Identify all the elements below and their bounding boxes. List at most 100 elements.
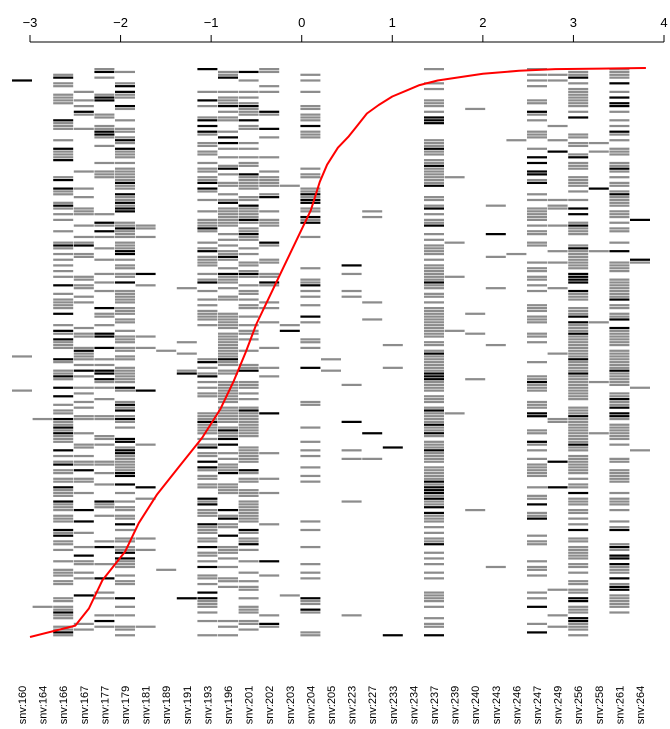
heatmap-cell <box>568 247 589 250</box>
heatmap-cell <box>300 466 321 469</box>
heatmap-cell <box>94 380 115 384</box>
heatmap-cell <box>115 244 135 247</box>
heatmap-cell <box>115 349 135 352</box>
heatmap-cell <box>300 611 321 614</box>
heatmap-cell <box>568 426 589 429</box>
heatmap-cell <box>73 594 94 597</box>
heatmap-cell <box>238 383 259 387</box>
heatmap-cells <box>12 68 650 637</box>
heatmap-cell <box>568 406 589 409</box>
heatmap-cell <box>197 597 218 600</box>
heatmap-cell <box>115 335 135 338</box>
heatmap-cell <box>238 514 259 517</box>
heatmap-cell <box>94 70 115 74</box>
heatmap-cell <box>609 161 630 165</box>
heatmap-cell <box>156 568 177 571</box>
axis-tick-label: −1 <box>204 15 219 30</box>
heatmap-cell <box>300 304 321 307</box>
heatmap-cell <box>568 429 589 432</box>
heatmap-cell <box>568 423 589 426</box>
heatmap-cell <box>94 514 115 517</box>
heatmap-cell <box>568 363 589 367</box>
heatmap-cell <box>300 116 321 119</box>
heatmap-cell <box>424 474 444 478</box>
heatmap-cell <box>300 284 321 287</box>
heatmap-cell <box>259 321 280 324</box>
heatmap-cell <box>568 358 589 361</box>
heatmap-cell <box>73 210 94 213</box>
heatmap-cell <box>218 417 238 421</box>
heatmap-cell <box>568 93 589 96</box>
heatmap-cell <box>609 264 630 267</box>
column-label: snv:223 <box>347 686 359 725</box>
heatmap-cell <box>568 110 589 113</box>
heatmap-cell <box>73 244 94 247</box>
heatmap-cell <box>568 198 589 202</box>
heatmap-cell <box>259 346 280 350</box>
heatmap-cell <box>53 500 74 503</box>
heatmap-cell <box>424 375 444 378</box>
heatmap-cell <box>424 196 444 199</box>
column-label: snv:177 <box>99 686 111 725</box>
heatmap-cell <box>300 107 321 111</box>
heatmap-cell <box>197 386 218 389</box>
heatmap-cell <box>382 343 403 347</box>
heatmap-cell <box>218 400 238 404</box>
column-label: snv:196 <box>223 686 235 725</box>
heatmap-cell <box>197 452 218 455</box>
heatmap-cell <box>568 312 589 315</box>
heatmap-cell <box>568 597 589 600</box>
heatmap-cell <box>341 272 362 276</box>
heatmap-cell <box>527 193 547 196</box>
heatmap-cell <box>218 514 238 517</box>
heatmap-cell <box>527 321 547 324</box>
heatmap-cell <box>238 181 259 185</box>
heatmap-cell <box>424 82 444 85</box>
heatmap-cell <box>259 241 280 244</box>
heatmap-cell <box>300 124 321 128</box>
heatmap-cell <box>94 335 115 338</box>
heatmap-cell <box>568 349 589 352</box>
heatmap-cell <box>300 520 321 523</box>
heatmap-cell <box>609 380 630 384</box>
heatmap-cell <box>527 565 547 569</box>
heatmap-cell <box>115 446 135 449</box>
heatmap-cell <box>238 272 259 276</box>
heatmap-cell <box>197 210 218 213</box>
heatmap-cell <box>115 540 135 543</box>
heatmap-cell <box>218 76 238 79</box>
heatmap-cell <box>238 264 259 267</box>
heatmap-cell <box>238 469 259 472</box>
heatmap-cell <box>94 332 115 335</box>
heatmap-cell <box>115 506 135 509</box>
heatmap-cell <box>568 275 589 278</box>
heatmap-cell <box>259 196 280 199</box>
heatmap-cell <box>218 102 238 105</box>
heatmap-cell <box>53 119 74 122</box>
heatmap-cell <box>218 110 238 113</box>
heatmap-cell <box>53 597 74 600</box>
heatmap-cell <box>115 469 135 472</box>
heatmap-cell <box>609 267 630 270</box>
heatmap-cell <box>197 412 218 415</box>
heatmap-cell <box>424 141 444 145</box>
heatmap-cell <box>197 90 218 93</box>
heatmap-cell <box>197 600 218 603</box>
heatmap-cell <box>115 167 135 170</box>
heatmap-cell <box>176 372 197 375</box>
heatmap-cell <box>197 611 218 614</box>
heatmap-cell <box>238 298 259 301</box>
heatmap-cell <box>238 198 259 202</box>
heatmap-cell <box>300 338 321 341</box>
heatmap-cell <box>115 292 135 295</box>
heatmap-cell <box>197 361 218 364</box>
heatmap-cell <box>197 437 218 441</box>
heatmap-cell <box>197 372 218 375</box>
heatmap-cell <box>94 625 115 628</box>
heatmap-cell <box>197 141 218 145</box>
heatmap-cell <box>321 358 341 361</box>
heatmap-cell <box>424 435 444 438</box>
heatmap-cell <box>94 281 115 284</box>
heatmap-cell <box>527 361 547 364</box>
heatmap-cell <box>73 349 94 352</box>
